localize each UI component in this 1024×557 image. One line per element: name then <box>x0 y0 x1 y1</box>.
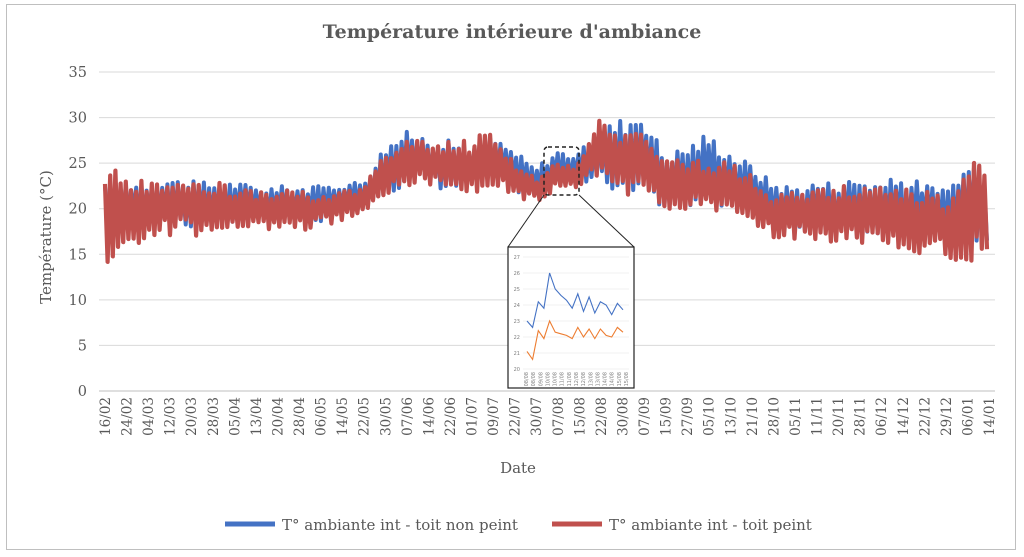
inset-x-tick-label: 10/08 <box>545 372 551 386</box>
x-tick-label: 27/09 <box>680 397 696 436</box>
x-tick-label: 09/07 <box>486 397 502 436</box>
y-tick-label: 35 <box>69 65 87 81</box>
x-axis-label: Date <box>500 459 536 477</box>
inset-x-tick-label: 14/08 <box>603 372 609 386</box>
x-tick-label: 07/08 <box>551 397 567 436</box>
chart-title: Température intérieure d'ambiance <box>323 21 702 43</box>
y-tick-label: 15 <box>69 247 87 263</box>
x-tick-label: 24/02 <box>120 397 136 436</box>
x-tick-label: 15/09 <box>659 397 675 436</box>
x-tick-label: 28/04 <box>292 397 308 436</box>
x-tick-label: 22/05 <box>357 397 373 436</box>
inset-x-tick-label: 11/08 <box>560 372 566 386</box>
x-tick-label: 05/04 <box>227 397 243 436</box>
y-tick-label: 30 <box>69 111 87 127</box>
x-tick-label: 04/03 <box>141 397 157 436</box>
x-tick-label: 15/08 <box>572 397 588 436</box>
x-tick-label: 21/10 <box>745 397 761 436</box>
x-tick-label: 07/06 <box>400 397 416 436</box>
y-tick-label: 25 <box>69 156 87 172</box>
zoom-inset-x-ticks: 08/08 08/08 09/08 10/08 10/08 11/08 11/08 12/08… <box>524 372 630 386</box>
x-tick-label: 01/07 <box>465 397 481 436</box>
inset-x-tick-label: 11/08 <box>567 372 573 386</box>
x-tick-label: 14/06 <box>421 397 437 436</box>
x-tick-label: 20/04 <box>270 397 286 436</box>
inset-x-tick-label: 10/08 <box>553 372 559 386</box>
x-tick-label: 12/03 <box>163 397 179 436</box>
x-tick-label: 14/01 <box>982 397 998 436</box>
inset-y-tick-label: 24 <box>514 303 520 309</box>
inset-x-tick-label: 15/08 <box>617 372 623 386</box>
x-tick-label: 30/08 <box>615 397 631 436</box>
zoom-inset-lines <box>526 272 624 361</box>
legend-label-blue: T° ambiante int - toit non peint <box>282 516 518 534</box>
zoom-inset-frame <box>507 246 635 389</box>
y-axis-label: Température (°C) <box>37 170 55 304</box>
x-tick-label: 14/12 <box>896 397 912 436</box>
inset-y-tick-label: 27 <box>514 255 520 261</box>
x-tick-label: 05/10 <box>702 397 718 436</box>
inset-y-tick-label: 23 <box>514 319 520 325</box>
x-tick-label: 28/10 <box>766 397 782 436</box>
inset-x-tick-label: 12/08 <box>574 372 580 386</box>
x-tick-label: 30/05 <box>378 397 394 436</box>
x-tick-label: 22/08 <box>594 397 610 436</box>
inset-y-tick-label: 25 <box>514 287 520 293</box>
y-tick-label: 20 <box>69 202 87 218</box>
zoom-inset-y-ticks: 20 21 22 23 24 25 26 27 <box>514 255 520 373</box>
inset-x-tick-label: 15/08 <box>624 372 630 386</box>
x-tick-label: 07/09 <box>637 397 653 436</box>
zoom-connector-right <box>578 194 635 248</box>
x-tick-label: 28/03 <box>206 397 222 436</box>
y-tick-label: 10 <box>69 293 87 309</box>
x-tick-label: 14/05 <box>335 397 351 436</box>
inset-line-blue <box>526 272 624 329</box>
x-axis-ticks: 16/02 24/02 04/03 12/03 20/03 28/03 05/04 13/04… <box>98 397 998 436</box>
series-line-toit-peint <box>102 118 990 264</box>
x-tick-label: 28/11 <box>853 397 869 436</box>
chart-frame: Température intérieure d'ambiance 0 5 10 15… <box>6 4 1016 550</box>
series-group <box>102 118 990 264</box>
x-tick-label: 29/12 <box>939 397 955 436</box>
x-tick-label: 06/01 <box>960 397 976 436</box>
x-tick-label: 30/07 <box>529 397 545 436</box>
x-tick-label: 06/05 <box>314 397 330 436</box>
inset-y-tick-label: 21 <box>514 351 520 357</box>
x-tick-label: 11/11 <box>810 397 826 436</box>
x-tick-label: 13/04 <box>249 397 265 436</box>
x-tick-label: 20/11 <box>831 397 847 436</box>
inset-y-tick-label: 20 <box>514 367 520 373</box>
x-tick-label: 05/11 <box>788 397 804 436</box>
y-tick-label: 0 <box>78 384 87 400</box>
zoom-highlight-box <box>543 146 580 196</box>
x-tick-label: 13/10 <box>723 397 739 436</box>
legend: T° ambiante int - toit non peint T° ambi… <box>225 516 812 534</box>
x-tick-label: 22/12 <box>917 397 933 436</box>
inset-x-tick-label: 13/08 <box>588 372 594 386</box>
y-axis-ticks: 0 5 10 15 20 25 30 35 <box>69 65 87 400</box>
x-tick-label: 22/07 <box>508 397 524 436</box>
chart: Température intérieure d'ambiance 0 5 10 15… <box>37 21 998 534</box>
inset-y-tick-label: 22 <box>514 335 520 341</box>
inset-y-tick-label: 26 <box>514 271 520 277</box>
zoom-connector-left <box>507 194 545 248</box>
x-tick-label: 22/06 <box>443 397 459 436</box>
x-tick-label: 16/02 <box>98 397 114 436</box>
inset-x-tick-label: 08/08 <box>531 372 537 386</box>
inset-line-orange <box>526 319 624 361</box>
inset-x-tick-label: 12/08 <box>581 372 587 386</box>
inset-x-tick-label: 09/08 <box>538 372 544 386</box>
x-tick-label: 20/03 <box>184 397 200 436</box>
y-tick-label: 5 <box>78 338 87 354</box>
inset-x-tick-label: 08/08 <box>524 372 530 386</box>
legend-label-red: T° ambiante int - toit peint <box>609 516 812 534</box>
inset-x-tick-label: 14/08 <box>610 372 616 386</box>
x-tick-label: 06/12 <box>874 397 890 436</box>
inset-x-tick-label: 13/08 <box>595 372 601 386</box>
